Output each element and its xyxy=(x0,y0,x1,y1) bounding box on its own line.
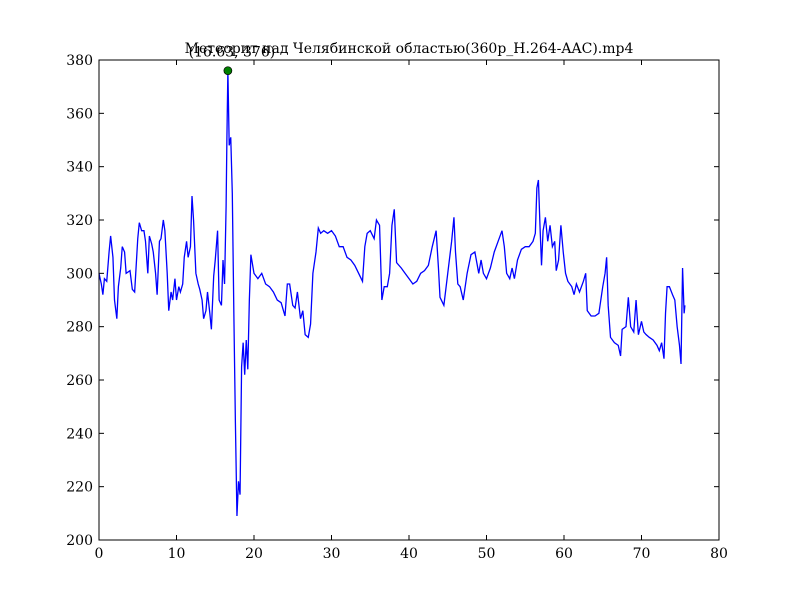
y-tick-label: 340 xyxy=(66,160,93,176)
x-tick-label: 60 xyxy=(555,546,573,562)
y-tick-label: 200 xyxy=(66,533,93,549)
x-tick-label: 40 xyxy=(400,546,418,562)
annotation: (16.63, 376) xyxy=(189,45,276,61)
x-tick-label: 80 xyxy=(710,546,728,562)
y-tick-label: 240 xyxy=(66,426,93,442)
x-tick-label: 30 xyxy=(323,546,341,562)
x-tick-label: 70 xyxy=(633,546,651,562)
y-tick-label: 300 xyxy=(66,266,93,282)
y-tick-label: 360 xyxy=(66,106,93,122)
chart-title: Метеорит над Челябинской областью(360p_H… xyxy=(185,41,634,57)
y-tick-label: 280 xyxy=(66,320,93,336)
x-tick-label: 10 xyxy=(168,546,186,562)
plot-frame xyxy=(98,59,720,541)
x-tick-label: 50 xyxy=(478,546,496,562)
y-tick-label: 380 xyxy=(66,53,93,69)
y-tick-label: 320 xyxy=(66,213,93,229)
x-tick-label: 20 xyxy=(245,546,263,562)
y-tick-label: 260 xyxy=(66,373,93,389)
x-tick-label: 0 xyxy=(95,546,104,562)
y-tick-label: 220 xyxy=(66,480,93,496)
marker-point xyxy=(223,66,233,76)
data-line xyxy=(98,70,686,517)
